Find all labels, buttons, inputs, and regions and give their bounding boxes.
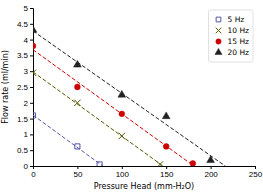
trend-line bbox=[33, 50, 194, 166]
tick: 2 bbox=[24, 99, 33, 108]
tick-mark bbox=[255, 166, 256, 169]
tick-label: 150 bbox=[160, 170, 174, 179]
tick: 0 bbox=[31, 166, 36, 179]
tick-mark bbox=[30, 119, 33, 120]
tick: 0 bbox=[24, 162, 33, 171]
point bbox=[33, 70, 36, 76]
plot-area bbox=[33, 26, 225, 166]
trend-line bbox=[33, 115, 103, 166]
tick-mark bbox=[30, 87, 33, 88]
legend-label: 5 Hz bbox=[227, 15, 244, 24]
tick: 4.5 bbox=[17, 20, 33, 29]
axis-line bbox=[30, 9, 34, 167]
tick-label: 100 bbox=[116, 170, 130, 179]
tick: 100 bbox=[116, 166, 130, 179]
tick-mark bbox=[30, 166, 33, 167]
tick-mark bbox=[30, 134, 33, 135]
tick-label: 50 bbox=[73, 170, 82, 179]
tick-label: 1.5 bbox=[17, 115, 29, 124]
tick-mark bbox=[211, 166, 212, 169]
tick-label: 4.5 bbox=[17, 20, 29, 29]
point bbox=[75, 84, 81, 90]
tick: 0.5 bbox=[17, 146, 33, 155]
point bbox=[157, 161, 163, 166]
point bbox=[190, 161, 196, 166]
point bbox=[74, 60, 82, 67]
point bbox=[119, 111, 125, 117]
tick-label: 200 bbox=[204, 170, 218, 179]
tick-label: 2.5 bbox=[17, 83, 29, 92]
point bbox=[75, 144, 80, 149]
point bbox=[97, 162, 102, 166]
tick-mark bbox=[122, 166, 123, 169]
legend-item: 10 Hz bbox=[216, 26, 249, 35]
legend-symbol bbox=[216, 39, 221, 44]
point bbox=[118, 90, 126, 97]
legend-label: 15 Hz bbox=[227, 37, 249, 46]
legend-item: 15 Hz bbox=[216, 37, 249, 46]
point bbox=[74, 100, 80, 106]
tick-label: 3.5 bbox=[17, 51, 29, 60]
tick-label: 0 bbox=[24, 162, 29, 171]
tick: 150 bbox=[160, 166, 174, 179]
point bbox=[119, 133, 125, 139]
tick-label: 0 bbox=[31, 170, 36, 179]
tick: 2.5 bbox=[17, 83, 33, 92]
legend-label: 20 Hz bbox=[227, 48, 249, 57]
tick-mark bbox=[30, 150, 33, 151]
tick-mark bbox=[77, 166, 78, 169]
tick: 3 bbox=[24, 67, 33, 76]
legend-item: 5 Hz bbox=[216, 15, 244, 24]
legend-box bbox=[208, 10, 253, 62]
legend-label: 10 Hz bbox=[227, 26, 249, 35]
tick-mark bbox=[166, 166, 167, 169]
trend-line bbox=[33, 31, 225, 166]
tick: 200 bbox=[204, 166, 218, 179]
x-axis: 0 50 100 150 200 250 bbox=[31, 166, 262, 179]
tick: 1 bbox=[24, 130, 33, 139]
tick-mark bbox=[30, 40, 33, 41]
x-axis-title: Pressure Head (mm-H₂O) bbox=[94, 182, 194, 191]
tick: 250 bbox=[249, 166, 263, 179]
legend-item: 20 Hz bbox=[215, 48, 249, 57]
tick-label: 5 bbox=[24, 4, 29, 13]
axis-line bbox=[34, 167, 256, 170]
tick-mark bbox=[30, 8, 33, 9]
point bbox=[33, 113, 36, 118]
tick-label: 0.5 bbox=[17, 146, 29, 155]
tick-mark bbox=[30, 71, 33, 72]
tick-mark bbox=[30, 103, 33, 104]
legend-symbol bbox=[216, 17, 221, 22]
tick: 3.5 bbox=[17, 51, 33, 60]
y-axis-title: Flow rate (ml/min) bbox=[1, 50, 10, 124]
tick-label: 2 bbox=[24, 99, 29, 108]
tick: 50 bbox=[73, 166, 82, 179]
trend-line bbox=[33, 72, 163, 166]
tick-label: 4 bbox=[24, 36, 29, 45]
point bbox=[163, 144, 169, 150]
point bbox=[33, 26, 37, 33]
y-axis: 0 0.5 1 1.5 2 2.5 3 3.5 4 4.5 5 bbox=[17, 4, 34, 171]
tick: 5 bbox=[24, 4, 33, 13]
tick-label: 1 bbox=[24, 130, 29, 139]
chart: 0 50 100 150 200 250 0 0.5 1 1.5 2 2.5 3 3.5 4 4.5 5 Pres… bbox=[0, 0, 263, 192]
legend: 5 Hz 10 Hz 15 Hz 20 Hz bbox=[208, 10, 253, 62]
tick-label: 3 bbox=[24, 67, 29, 76]
legend-symbol bbox=[216, 28, 222, 34]
point bbox=[207, 156, 215, 163]
tick: 4 bbox=[24, 36, 33, 45]
point bbox=[33, 43, 36, 49]
tick-label: 250 bbox=[249, 170, 263, 179]
tick: 1.5 bbox=[17, 115, 33, 124]
legend-symbol bbox=[215, 48, 222, 54]
point bbox=[162, 112, 170, 119]
tick-mark bbox=[30, 24, 33, 25]
tick-mark bbox=[30, 55, 33, 56]
